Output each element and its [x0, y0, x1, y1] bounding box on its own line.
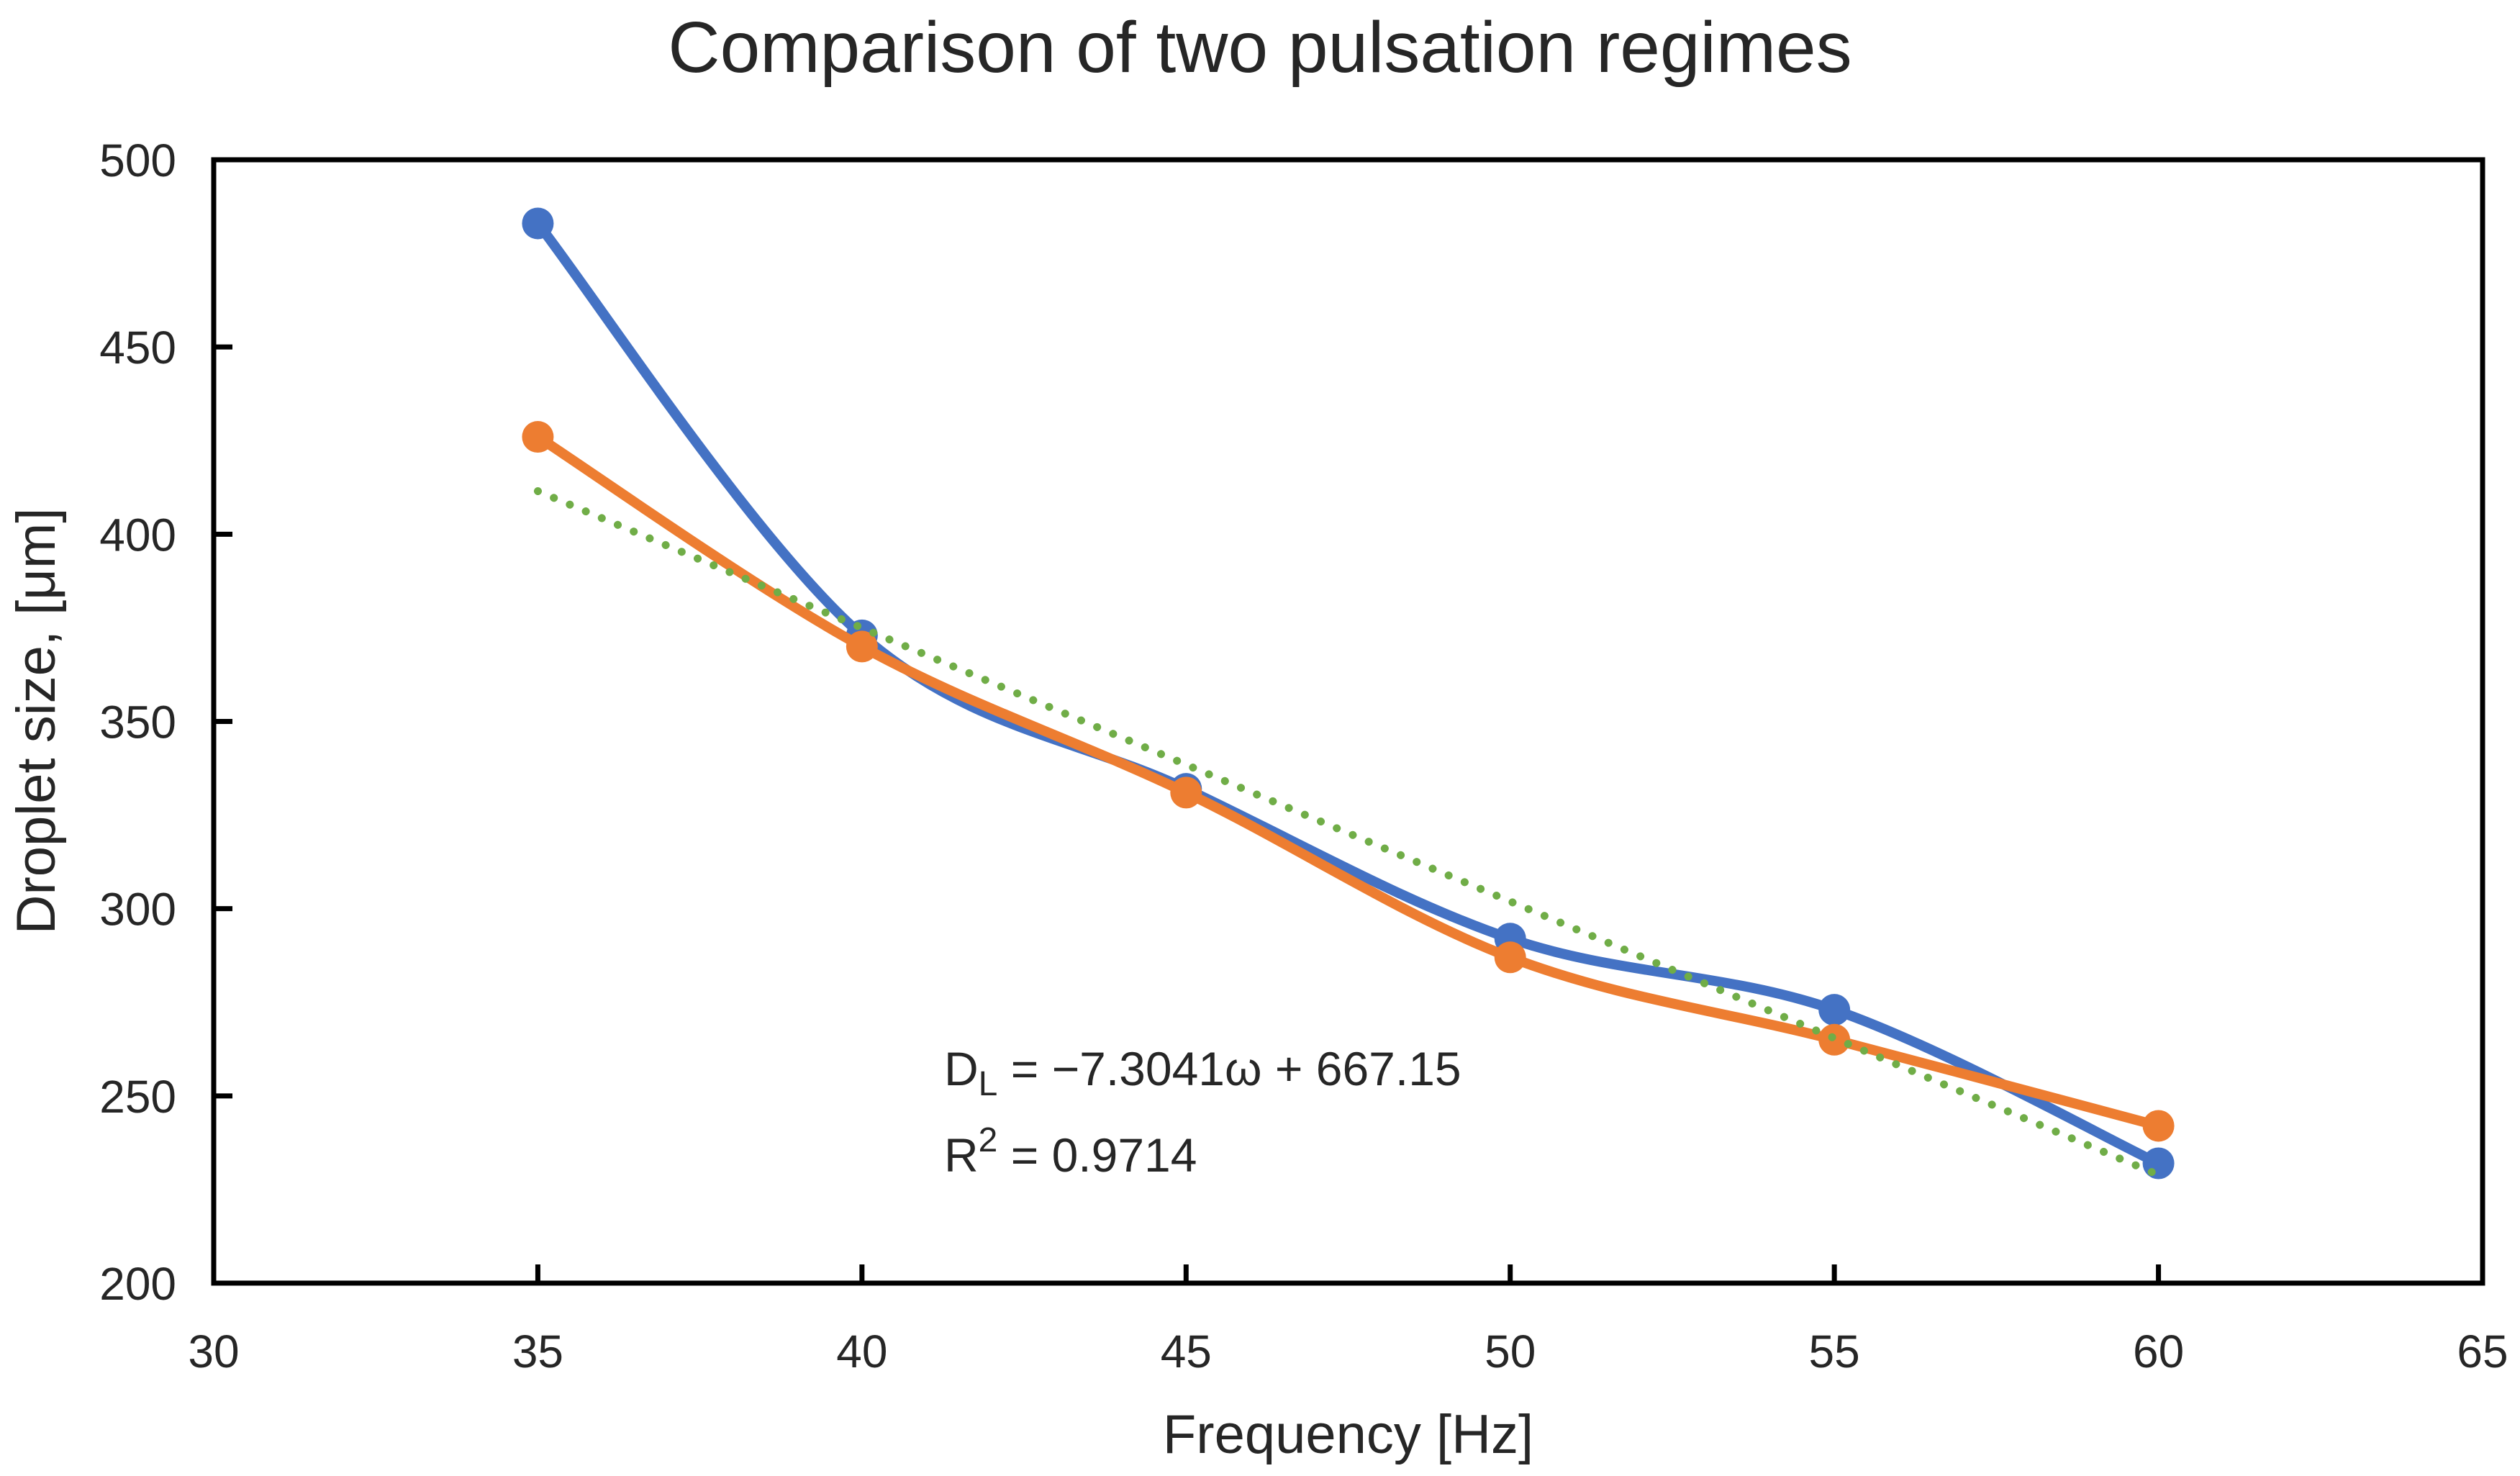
y-tick-label: 450	[99, 322, 176, 373]
x-tick-label: 35	[512, 1326, 563, 1377]
subscript-L: L	[978, 1065, 998, 1103]
series-pulsation-regime-2-marker	[846, 630, 878, 663]
y-tick-label: 200	[99, 1258, 176, 1310]
x-axis-title: Frequency [Hz]	[1162, 1404, 1534, 1465]
x-tick-label: 30	[188, 1326, 239, 1377]
x-tick-label: 45	[1161, 1326, 1212, 1377]
trendline-dotted	[533, 486, 2163, 1180]
trendline-equation: DL = −7.3041ω + 667.15	[944, 1042, 1461, 1103]
y-axis-title: Droplet size, [μm]	[6, 507, 67, 935]
series-pulsation-regime-2-marker	[2142, 1110, 2175, 1142]
series-pulsation-regime-2-line	[532, 432, 2164, 1131]
series-pulsation-regime-1-marker	[1818, 994, 1851, 1026]
x-tick-label: 60	[2133, 1326, 2184, 1377]
series-pulsation-regime-2-marker	[1494, 941, 1526, 974]
y-tick-label: 250	[99, 1071, 176, 1123]
chart-title: Comparison of two pulsation regimes	[668, 7, 1852, 88]
series-pulsation-regime-1-line	[532, 218, 2164, 1169]
y-tick-label: 400	[99, 509, 176, 561]
series-pulsation-regime-2-marker	[1170, 777, 1202, 809]
x-tick-label: 50	[1485, 1326, 1536, 1377]
x-tick-label: 55	[1809, 1326, 1860, 1377]
trendline-r-squared: R2 = 0.9714	[944, 1121, 1197, 1182]
y-tick-label: 350	[99, 697, 176, 748]
x-tick-label: 40	[836, 1326, 887, 1377]
trendline-annotation: DL = −7.3041ω + 667.15 R2 = 0.9714	[944, 1041, 1461, 1183]
series-pulsation-regime-1-marker	[2142, 1147, 2175, 1180]
superscript-2: 2	[978, 1121, 998, 1159]
series-pulsation-regime-1-marker	[522, 207, 554, 240]
series-pulsation-regime-2-marker	[522, 421, 554, 453]
y-tick-label: 500	[99, 135, 176, 186]
x-tick-label: 65	[2457, 1326, 2508, 1377]
y-tick-label: 300	[99, 884, 176, 936]
